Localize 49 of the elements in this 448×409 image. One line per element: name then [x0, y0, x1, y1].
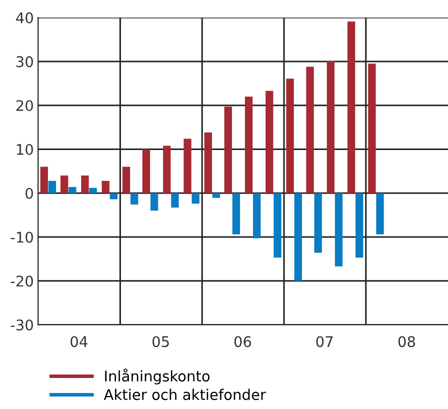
legend-label: Aktier och aktiefonder	[104, 388, 266, 400]
bar	[163, 146, 171, 194]
bar	[60, 176, 68, 194]
y-tick-label: -30	[10, 319, 33, 330]
x-tick-label: 07	[316, 336, 333, 348]
y-tick-label: 30	[16, 56, 33, 68]
bar	[306, 66, 314, 194]
bar	[171, 193, 179, 208]
bar	[40, 166, 48, 194]
bar	[368, 64, 376, 194]
bar	[192, 193, 200, 204]
x-tick-label: 06	[234, 336, 252, 348]
bar	[376, 193, 384, 234]
bar	[102, 180, 110, 194]
bar	[142, 149, 150, 194]
bar	[48, 180, 56, 194]
bar	[224, 106, 232, 194]
bar	[294, 193, 302, 281]
y-tick-label: 20	[16, 100, 33, 112]
bar	[253, 193, 261, 238]
x-tick-label: 08	[398, 336, 415, 348]
bar	[326, 61, 334, 194]
y-tick-label: 0	[26, 188, 33, 199]
bar	[68, 186, 76, 194]
x-tick-label: 04	[70, 336, 88, 348]
bar	[274, 193, 282, 258]
bar	[266, 90, 274, 194]
bar	[286, 78, 294, 194]
bar	[81, 176, 89, 194]
bar	[204, 132, 212, 194]
bar	[89, 188, 97, 194]
bar	[314, 193, 322, 253]
x-tick-label: 05	[152, 336, 169, 348]
y-tick-label: 10	[16, 144, 33, 155]
y-tick-label: -10	[10, 232, 33, 243]
bar	[184, 138, 192, 194]
bar	[150, 193, 158, 211]
bar	[122, 166, 130, 194]
bar	[232, 193, 240, 234]
bar	[110, 193, 118, 200]
bar	[244, 96, 253, 194]
y-tick-label: -20	[10, 276, 33, 287]
bar	[212, 193, 220, 198]
y-tick-label: 40	[16, 12, 33, 24]
bar	[130, 193, 138, 205]
bar	[356, 193, 364, 258]
bar	[347, 22, 356, 194]
bar	[334, 193, 343, 266]
legend-label: Inlåningskonto	[105, 368, 210, 384]
